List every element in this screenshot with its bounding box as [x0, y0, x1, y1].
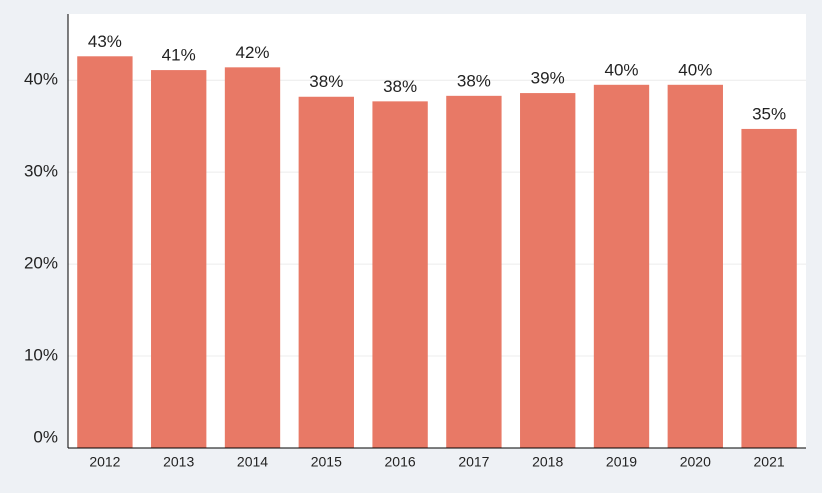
y-tick-label: 40%	[24, 70, 58, 89]
value-label: 38%	[383, 77, 417, 96]
bar	[741, 128, 797, 448]
bar	[298, 96, 354, 448]
x-tick-label: 2015	[311, 454, 342, 470]
x-tick-label: 2019	[606, 454, 637, 470]
bar	[151, 70, 207, 448]
value-label: 43%	[88, 32, 122, 51]
value-label: 41%	[162, 46, 196, 65]
x-tick-label: 2016	[385, 454, 416, 470]
value-label: 38%	[309, 72, 343, 91]
x-tick-label: 2021	[754, 454, 785, 470]
value-label: 38%	[457, 71, 491, 90]
bar	[446, 95, 502, 448]
bar	[593, 84, 650, 449]
bar	[224, 67, 281, 448]
bar	[520, 93, 576, 449]
bar	[77, 56, 133, 449]
y-tick-label: 20%	[24, 254, 58, 273]
value-label: 39%	[531, 69, 565, 88]
x-tick-label: 2013	[163, 454, 194, 470]
bar	[667, 84, 723, 449]
value-label: 40%	[604, 60, 638, 79]
x-tick-label: 2014	[237, 454, 268, 470]
bar	[372, 101, 428, 449]
y-tick-label: 10%	[24, 346, 58, 365]
y-tick-label: 0%	[33, 427, 58, 446]
x-tick-label: 2012	[89, 454, 120, 470]
x-tick-label: 2018	[532, 454, 563, 470]
value-label: 42%	[235, 43, 269, 62]
value-label: 35%	[752, 104, 786, 123]
x-tick-label: 2020	[680, 454, 711, 470]
value-label: 40%	[678, 60, 712, 79]
x-tick-label: 2017	[458, 454, 489, 470]
y-tick-label: 30%	[24, 162, 58, 181]
